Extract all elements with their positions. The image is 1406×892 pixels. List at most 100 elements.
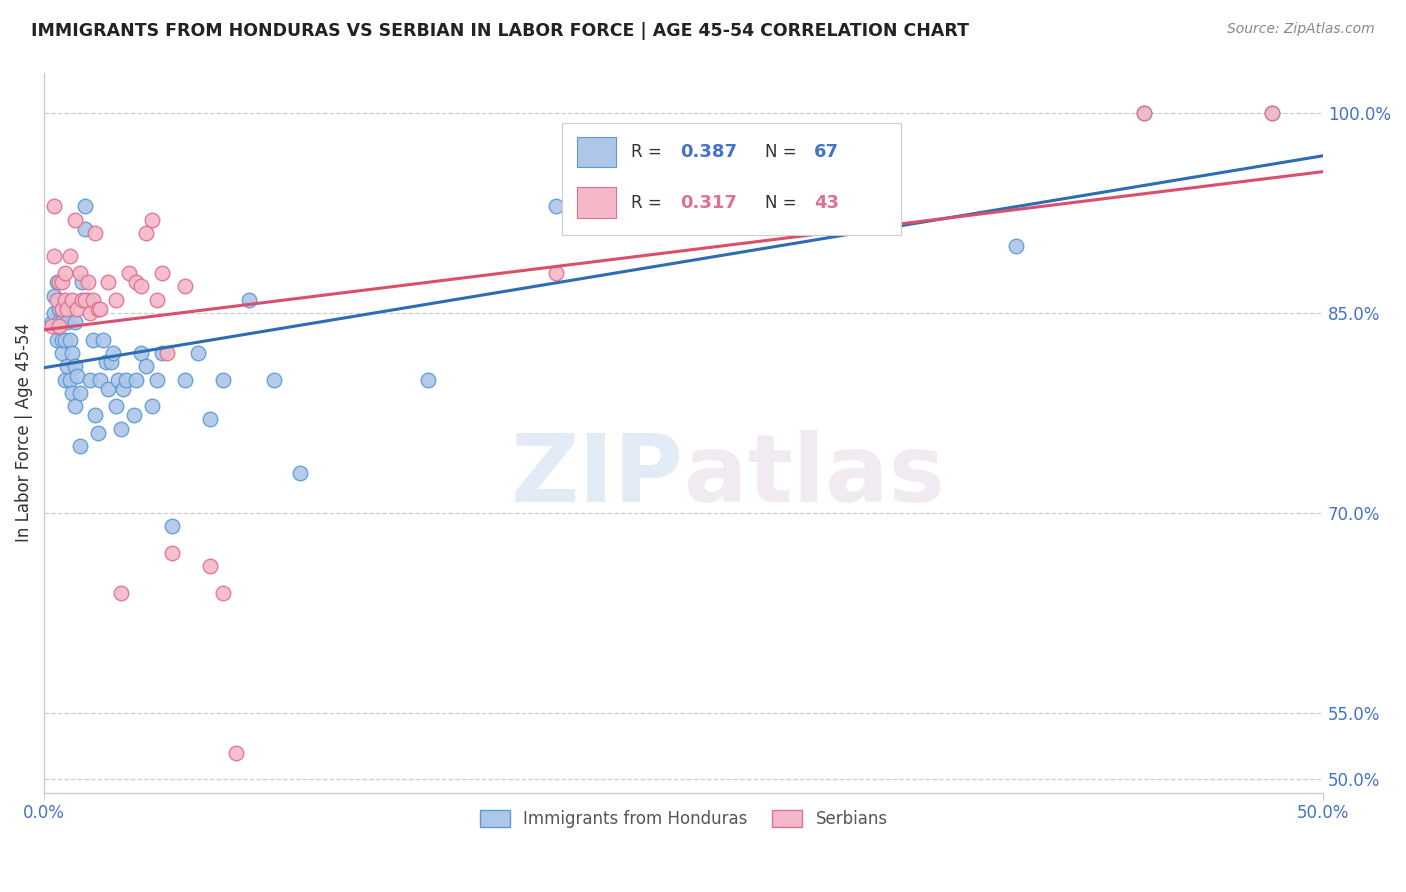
Text: N =: N =: [765, 194, 803, 211]
Point: [84, 409, 107, 423]
Point: [117, 266, 139, 280]
Point: [97, 382, 120, 396]
Point: [1133, 106, 1156, 120]
Point: [41, 315, 63, 329]
Point: [60, 346, 83, 360]
Point: [89, 372, 111, 386]
Point: [225, 746, 247, 760]
Point: [173, 372, 195, 386]
Point: [76, 293, 98, 307]
FancyBboxPatch shape: [562, 123, 901, 235]
Point: [63, 359, 86, 374]
Point: [212, 586, 235, 600]
Point: [150, 346, 173, 360]
Point: [76, 275, 98, 289]
Point: [69, 385, 91, 400]
Point: [53, 333, 76, 347]
Point: [107, 372, 129, 386]
Point: [104, 399, 127, 413]
Point: [112, 382, 135, 396]
Point: [45, 333, 67, 347]
Point: [200, 559, 222, 574]
Point: [79, 306, 101, 320]
Point: [544, 266, 567, 280]
Point: [48, 319, 70, 334]
Point: [73, 293, 96, 307]
Point: [51, 333, 73, 347]
Point: [79, 372, 101, 386]
Point: [110, 586, 132, 600]
Point: [73, 222, 96, 236]
Point: [44, 249, 66, 263]
Y-axis label: In Labor Force | Age 45-54: In Labor Force | Age 45-54: [15, 323, 32, 542]
Point: [238, 293, 260, 307]
Point: [51, 301, 73, 316]
Point: [48, 275, 70, 289]
Text: Source: ZipAtlas.com: Source: ZipAtlas.com: [1227, 22, 1375, 37]
Point: [125, 275, 148, 289]
Point: [53, 301, 76, 316]
Point: [48, 301, 70, 316]
Point: [82, 293, 104, 307]
Point: [51, 346, 73, 360]
Point: [51, 301, 73, 316]
Point: [63, 315, 86, 329]
Point: [173, 279, 195, 293]
Point: [145, 372, 167, 386]
Point: [69, 439, 91, 453]
Point: [63, 212, 86, 227]
Point: [66, 301, 89, 316]
Point: [544, 199, 567, 213]
Point: [97, 275, 120, 289]
Point: [1261, 106, 1284, 120]
Point: [125, 372, 148, 386]
Point: [1005, 239, 1028, 253]
Point: [100, 355, 122, 369]
Text: R =: R =: [631, 143, 668, 161]
Point: [145, 293, 167, 307]
Point: [51, 315, 73, 329]
Point: [60, 385, 83, 400]
FancyBboxPatch shape: [578, 187, 616, 218]
Text: 0.317: 0.317: [679, 194, 737, 211]
Point: [60, 293, 83, 307]
Point: [84, 226, 107, 240]
Point: [110, 422, 132, 436]
Text: 43: 43: [814, 194, 839, 211]
Point: [91, 333, 114, 347]
Point: [44, 288, 66, 302]
Point: [56, 359, 79, 374]
Point: [115, 372, 138, 386]
Point: [141, 399, 163, 413]
Point: [135, 226, 157, 240]
Text: N =: N =: [765, 143, 803, 161]
Point: [63, 399, 86, 413]
Point: [101, 346, 124, 360]
Point: [1261, 106, 1284, 120]
Point: [72, 293, 94, 307]
Point: [69, 266, 91, 280]
Point: [416, 372, 439, 386]
Point: [156, 346, 179, 360]
Point: [160, 546, 183, 560]
Point: [122, 409, 145, 423]
Point: [53, 293, 76, 307]
Point: [59, 372, 82, 386]
Point: [160, 519, 183, 533]
Text: IMMIGRANTS FROM HONDURAS VS SERBIAN IN LABOR FORCE | AGE 45-54 CORRELATION CHART: IMMIGRANTS FROM HONDURAS VS SERBIAN IN L…: [31, 22, 969, 40]
Point: [87, 301, 110, 316]
Point: [288, 466, 311, 480]
Point: [87, 425, 110, 440]
Text: ZIP: ZIP: [510, 430, 683, 522]
Text: 67: 67: [814, 143, 839, 161]
Text: 0.387: 0.387: [679, 143, 737, 161]
Point: [187, 346, 209, 360]
Point: [56, 301, 79, 316]
Point: [48, 315, 70, 329]
Point: [72, 275, 94, 289]
Point: [51, 275, 73, 289]
Point: [73, 199, 96, 213]
Point: [45, 293, 67, 307]
Text: R =: R =: [631, 194, 668, 211]
Legend: Immigrants from Honduras, Serbians: Immigrants from Honduras, Serbians: [472, 803, 894, 835]
